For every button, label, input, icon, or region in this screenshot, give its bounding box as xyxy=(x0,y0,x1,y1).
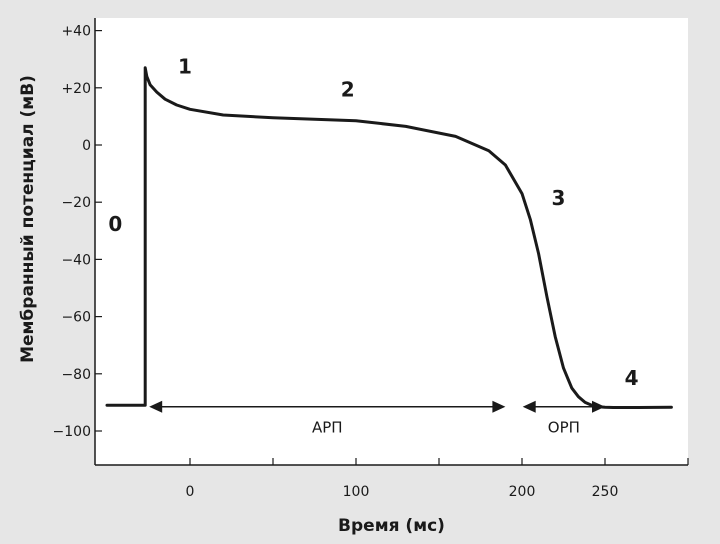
x-tick-label: 250 xyxy=(592,484,619,500)
x-axis-title: Время (мс) xyxy=(338,516,445,536)
phase-label-1: 1 xyxy=(178,55,192,79)
y-tick-label: +20 xyxy=(61,81,91,97)
x-tick-label: 0 xyxy=(186,484,195,500)
y-tick-label: −100 xyxy=(53,424,91,440)
y-tick-label: −60 xyxy=(61,310,91,326)
arrow-head-right xyxy=(592,400,605,413)
arrow-head-right xyxy=(492,400,506,413)
y-tick-label: −40 xyxy=(61,252,91,268)
arrow-head-left xyxy=(522,400,536,413)
plot-area xyxy=(95,18,688,465)
phase-label-0: 0 xyxy=(108,212,122,236)
x-axis: 0 100 200 250 xyxy=(95,458,689,500)
phase-label-2: 2 xyxy=(341,77,355,101)
x-tick-label: 200 xyxy=(509,484,536,500)
y-tick-label: −20 xyxy=(61,195,91,211)
phase-labels: 0 1 2 3 4 xyxy=(108,55,638,391)
period-label-0: АРП xyxy=(312,419,343,437)
y-tick-label: +40 xyxy=(61,24,91,40)
y-axis: +40 +20 0 −20 −40 −60 −80 −100 xyxy=(53,18,102,465)
refractory-periods: АРП ОРП xyxy=(149,400,605,437)
y-tick-label: −80 xyxy=(61,367,91,383)
arrow-head-left xyxy=(149,400,163,413)
y-tick-label: 0 xyxy=(82,138,91,154)
phase-label-4: 4 xyxy=(625,366,639,390)
phase-label-3: 3 xyxy=(552,186,566,210)
x-tick-label: 100 xyxy=(343,484,370,500)
period-label-1: ОРП xyxy=(548,419,580,437)
y-axis-title: Мембранный потенциал (мВ) xyxy=(18,75,38,363)
